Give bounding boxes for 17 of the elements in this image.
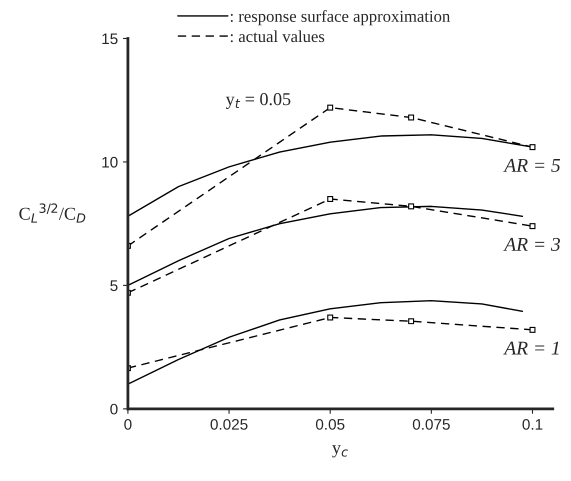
y-axis-title: C$_{L}$$^{3/2}$/C$_{D}$ [19,203,86,223]
x-axis-title: y$_{c}$ [332,445,348,458]
x-tick-label: 0.1 [522,418,542,430]
annotation: AR = 3 [503,238,560,251]
annotation: AR = 1 [503,342,559,354]
annotation: AR = 5 [503,158,560,172]
y-tick-label: 0 [110,404,118,415]
legend-label: : actual values [230,30,324,42]
y-tick-label: 10 [102,156,118,168]
x-tick-label: 0.025 [210,418,248,430]
annotation: y$_{t}$ = 0.05 [226,93,290,109]
x-tick-label: 0 [124,418,132,430]
x-tick-label: 0.075 [412,418,450,430]
y-tick-label: 15 [102,34,118,44]
x-tick-label: 0.05 [316,418,344,430]
y-tick-label: 5 [110,280,118,292]
legend-label: : response surface approximation [230,10,450,26]
